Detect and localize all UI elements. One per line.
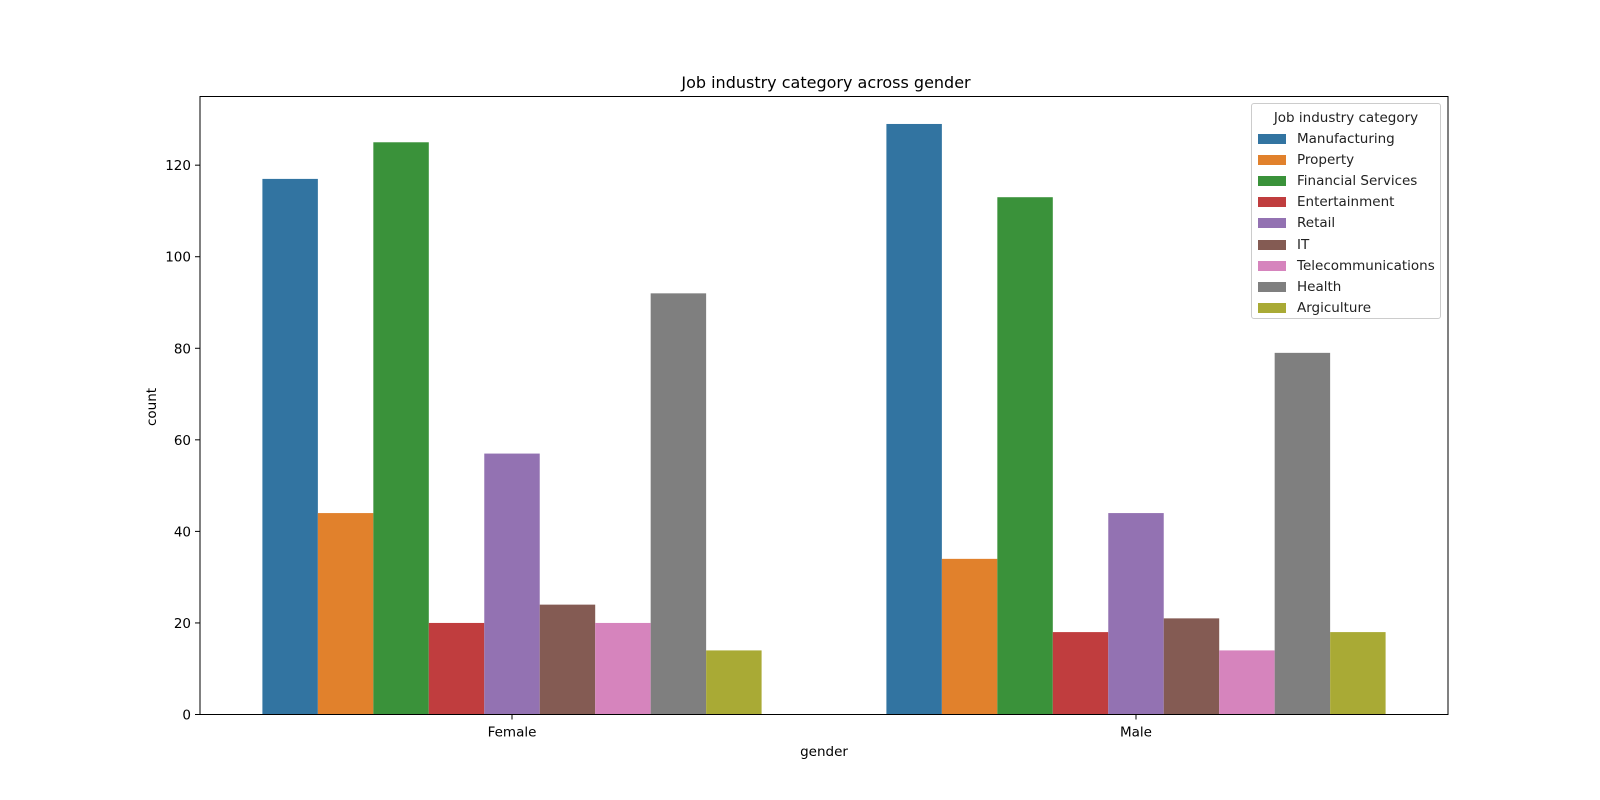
legend-items: Manufacturing Property Financial Services E… [1252,128,1440,319]
legend-item-financial-services: Financial Services [1252,170,1440,191]
y-tick-label: 40 [174,524,191,540]
y-axis-label: count [144,388,160,426]
legend-item-telecommunications: Telecommunications [1252,255,1440,276]
bar-female-property [317,513,374,715]
legend-item-it: IT [1252,234,1440,255]
plot-frame [199,96,1449,715]
legend-swatch [1258,281,1286,292]
bar-female-it [539,604,596,715]
x-tick-label-male: Male [1120,725,1152,741]
legend-item-retail: Retail [1252,213,1440,234]
legend-label: Financial Services [1297,172,1418,189]
legend-item-entertainment: Entertainment [1252,192,1440,213]
legend-label: Entertainment [1297,194,1395,211]
bar-male-manufacturing [886,123,942,715]
bar-female-argiculture [706,650,762,715]
legend-swatch [1258,260,1286,271]
bar-male-it [1163,618,1220,715]
chart-title: Job industry category across gender [680,73,971,92]
bar-female-manufacturing [262,178,318,715]
x-axis-label: gender [800,744,848,760]
x-tick-label-female: Female [488,725,537,741]
bars-group [262,123,1386,715]
legend-label: Manufacturing [1297,130,1395,147]
legend-label: Health [1297,278,1342,295]
y-tick-label: 60 [174,433,191,449]
legend-label: Telecommunications [1297,257,1435,274]
legend-swatch [1258,218,1286,229]
bar-male-argiculture [1330,632,1386,715]
legend-label: IT [1297,236,1310,253]
y-tick-label: 100 [165,250,191,266]
bar-male-property [941,558,998,715]
bar-male-telecommunications [1219,650,1275,715]
legend-swatch [1258,197,1286,208]
bar-female-retail [484,453,540,715]
bar-female-health [650,293,707,715]
legend-swatch [1258,133,1286,144]
y-tick-label: 0 [182,708,191,724]
legend-swatch [1258,303,1286,314]
legend-item-property: Property [1252,149,1440,170]
bar-male-health [1274,352,1331,715]
legend-item-manufacturing: Manufacturing [1252,128,1440,149]
legend-item-health: Health [1252,276,1440,297]
legend-label: Argiculture [1297,300,1372,317]
bar-female-telecommunications [595,622,651,715]
legend-item-argiculture: Argiculture [1252,298,1440,319]
legend-title: Job industry category [1273,110,1419,126]
y-tick-label: 80 [174,341,191,357]
bar-male-financial-services [997,197,1053,715]
legend-swatch [1258,154,1286,165]
legend: Job industry category Manufacturing Prope… [1251,103,1441,319]
y-axis: 0 20 40 60 80 100 120 [165,158,200,724]
legend-label: Retail [1297,215,1336,232]
y-tick-label: 120 [165,158,191,174]
bar-female-entertainment [428,622,485,715]
bar-male-retail [1108,513,1164,715]
x-axis: Female Male [488,714,1152,741]
legend-label: Property [1297,151,1355,168]
y-tick-label: 20 [174,616,191,632]
bar-female-financial-services [373,142,429,715]
bar-male-entertainment [1052,632,1109,715]
legend-swatch [1258,239,1286,250]
legend-swatch [1258,175,1286,186]
